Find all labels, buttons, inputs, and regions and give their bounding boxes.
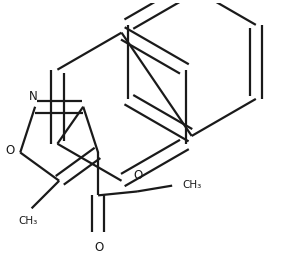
Text: CH₃: CH₃ [18, 216, 37, 226]
Text: O: O [5, 144, 14, 157]
Text: CH₃: CH₃ [182, 180, 201, 190]
Text: N: N [29, 90, 37, 102]
Text: O: O [95, 241, 104, 254]
Text: O: O [133, 169, 143, 182]
